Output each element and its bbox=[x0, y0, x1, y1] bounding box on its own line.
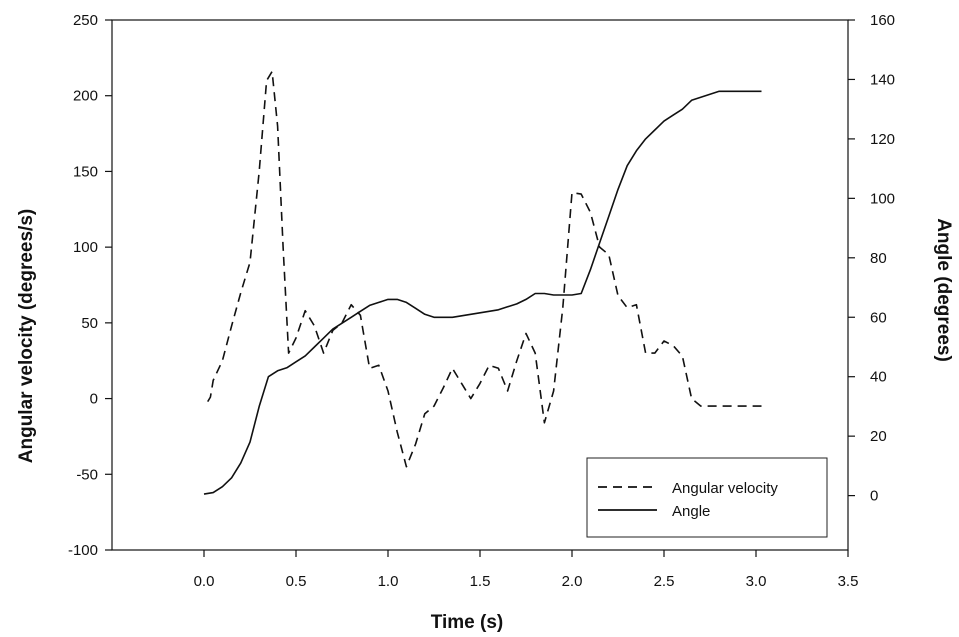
y-axis-title: Angular velocity (degrees/s) bbox=[16, 209, 37, 463]
y-tick-label: 50 bbox=[81, 315, 98, 332]
y2-tick-label: 160 bbox=[870, 12, 895, 29]
x-tick-label: 2.5 bbox=[654, 573, 675, 590]
x-tick-label: 0.0 bbox=[194, 573, 215, 590]
x-tick-label: 0.5 bbox=[286, 573, 307, 590]
x-tick-label: 3.0 bbox=[746, 573, 767, 590]
legend-box bbox=[586, 457, 828, 538]
legend-label-angle: Angle bbox=[672, 503, 710, 520]
y2-axis-title: Angle (degrees) bbox=[933, 218, 954, 362]
y-tick-label: 100 bbox=[73, 239, 98, 256]
y2-tick-label: 40 bbox=[870, 369, 887, 386]
y2-tick-label: 80 bbox=[870, 250, 887, 267]
y2-tick-label: 120 bbox=[870, 131, 895, 148]
series-layer bbox=[203, 70, 762, 495]
x-tick-label: 1.0 bbox=[378, 573, 399, 590]
x-axis-title: Time (s) bbox=[431, 612, 504, 633]
x-tick-label: 1.5 bbox=[470, 573, 491, 590]
series-line-angular-velocity bbox=[207, 70, 762, 468]
y-tick-label: 250 bbox=[73, 12, 98, 29]
y-tick-label: 150 bbox=[73, 163, 98, 180]
legend-label-angular-velocity: Angular velocity bbox=[672, 480, 778, 497]
y-tick-label: 200 bbox=[73, 88, 98, 105]
y2-tick-label: 0 bbox=[870, 488, 878, 505]
y2-tick-label: 140 bbox=[870, 71, 895, 88]
x-tick-label: 2.0 bbox=[562, 573, 583, 590]
legend: Angular velocity Angle bbox=[586, 457, 828, 538]
x-tick-label: 3.5 bbox=[838, 573, 859, 590]
series-line-angle bbox=[203, 90, 762, 495]
y-tick-label: -100 bbox=[68, 542, 98, 559]
y-tick-label: 0 bbox=[90, 391, 98, 408]
y2-tick-label: 60 bbox=[870, 309, 887, 326]
y-axis-right: 0 20 40 60 80 100 120 140 160 bbox=[848, 12, 895, 505]
y-axis-left: -100 -50 0 50 100 150 200 250 bbox=[68, 12, 112, 559]
y-tick-label: -50 bbox=[76, 466, 98, 483]
y2-tick-label: 20 bbox=[870, 428, 887, 445]
y2-tick-label: 100 bbox=[870, 190, 895, 207]
x-axis: 0.0 0.5 1.0 1.5 2.0 2.5 3.0 3.5 bbox=[194, 550, 859, 590]
